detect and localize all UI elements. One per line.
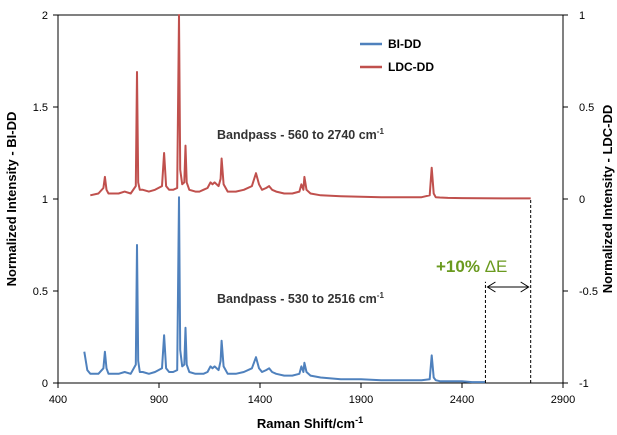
x-axis-title: Raman Shift/cm-1	[257, 415, 363, 431]
y-left-axis-ticks: 0 0.5 1 1.5 2	[33, 10, 58, 390]
y-left-tick-label: 2	[42, 10, 48, 22]
y-left-tick-label: 0	[42, 378, 48, 390]
legend: BI-DD LDC-DD	[360, 37, 434, 74]
series-line-bi-dd	[83, 196, 486, 384]
x-tick-label: 1900	[349, 394, 373, 406]
series-line-ldc-dd	[90, 14, 531, 200]
y-right-tick-label: 1	[579, 10, 585, 22]
x-tick-label: 2400	[450, 394, 474, 406]
y-left-tick-label: 1.5	[33, 102, 48, 114]
series-layer	[83, 14, 531, 384]
y-left-axis-title: Normalized Intensity - BI-DD	[4, 112, 19, 287]
delta-e-arrow-head-right	[520, 281, 530, 293]
y-right-tick-label: -0.5	[579, 286, 598, 298]
x-tick-label: 1400	[248, 394, 272, 406]
legend-label-bi-dd: BI-DD	[388, 37, 422, 51]
y-right-axis-ticks: -1 -0.5 0 0.5 1	[563, 10, 598, 390]
y-right-axis-title: Normalized Intensity - LDC-DD	[600, 105, 615, 294]
y-left-tick-label: 0.5	[33, 286, 48, 298]
delta-e-arrow-head-left	[486, 281, 496, 293]
annotation-bandpass-ldc: Bandpass - 560 to 2740 cm-1	[217, 127, 384, 142]
y-left-tick-label: 1	[42, 194, 48, 206]
annotation-delta-e: +10% ΔE	[436, 257, 507, 276]
x-tick-label: 900	[150, 394, 168, 406]
legend-label-ldc-dd: LDC-DD	[388, 60, 434, 74]
x-tick-label: 2900	[551, 394, 575, 406]
y-right-tick-label: -1	[579, 378, 589, 390]
x-axis-ticks: 400 900 1400 1900 2400 2900	[49, 383, 575, 406]
annotation-bandpass-bi: Bandpass - 530 to 2516 cm-1	[217, 291, 384, 306]
bandpass-markers	[484, 199, 532, 383]
y-right-tick-label: 0.5	[579, 102, 594, 114]
y-right-tick-label: 0	[579, 194, 585, 206]
x-tick-label: 400	[49, 394, 67, 406]
